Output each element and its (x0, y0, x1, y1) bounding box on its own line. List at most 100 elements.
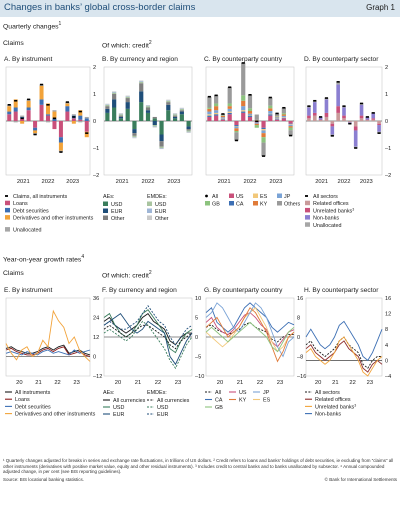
panel-a-title: A. By instrument (4, 56, 53, 63)
panel-f-line-emdes-eur (103, 305, 193, 346)
panel-a-bar-unallocated (20, 115, 25, 117)
panel-f-legend-label: USD (157, 405, 168, 411)
panel-b-bar-aes-eur (186, 126, 191, 130)
panel-a: A. By instrument 2 1 0 –1 –2 2021 2022 2023 Claim… (4, 56, 99, 234)
panel-c-bar-others (227, 87, 232, 104)
panel-e-y-tick-label: 24 (93, 316, 99, 322)
panel-f-line-emdes-usd (103, 320, 193, 370)
panel-c-bar-ky (261, 133, 266, 138)
panel-e-x-tick-label: 21 (35, 380, 41, 386)
panel-f-y-tick-label: 5 (195, 316, 198, 322)
panel-f-x-tick-label: 23 (175, 380, 181, 386)
panel-b-bar-aes-other (186, 129, 191, 131)
panel-c-bar-others (241, 62, 246, 96)
panel-c-legend-swatch (229, 193, 234, 198)
panel-a-bar-loans (84, 121, 89, 132)
panel-c-bar-jp (207, 111, 212, 115)
panel-g-x-tick-label: 23 (277, 380, 283, 386)
panel-b-bar-emdes-usd (166, 100, 171, 103)
panel-c-bar-us (288, 121, 293, 124)
panel-f-y-tick-label: 10 (195, 296, 201, 302)
panel-d-legend-label: Related offices (313, 201, 349, 207)
panel-c-bar-gb (220, 115, 226, 116)
panel-d-bar-unrelated-banks (359, 115, 364, 119)
panel-d-bar-non-banks (377, 125, 381, 132)
panel-c-bar-ca (227, 112, 232, 115)
panel-g-line-ky (205, 307, 295, 363)
panel-e-legend-label: Loans (15, 397, 30, 403)
bottom-section-title: Year-on-year growth rates4 (3, 254, 85, 264)
panel-f-title: F. By currency and region (102, 287, 177, 294)
panel-a-legend-label: Unallocated (13, 228, 41, 234)
panel-a-bar-derivatives-and-other-instruments (78, 110, 83, 116)
panel-b-bar-emdes-eur (145, 105, 151, 107)
panel-c-bar-jp (288, 124, 293, 127)
panel-b-bar-emdes-other (145, 105, 151, 106)
panel-c-bar-es (254, 119, 259, 121)
panel-d: D. By counterparty sector 2 1 0 –1 –2 2021 2022… (304, 56, 391, 229)
panel-b-bar-aes-eur (125, 102, 130, 109)
panel-a-legend-label: Debt securities (13, 208, 49, 214)
panel-a-x-tick-label: 2022 (42, 179, 55, 185)
panel-c-bar-jp (254, 122, 259, 124)
panel-c-bar-ca (247, 115, 253, 117)
panel-b-bar-emdes-usd (105, 104, 110, 107)
panel-b-bar-aes-other (152, 116, 157, 119)
panel-d-bar-unrelated-banks (371, 118, 376, 120)
panel-f-y-tick-label: –10 (195, 374, 204, 380)
panel-b-bar-aes-usd (172, 118, 178, 121)
panel-b-title: B. By currency and region (102, 56, 178, 63)
panel-g-title: G. By counterparty country (204, 287, 283, 294)
panel-d-bar-unrelated-banks (312, 112, 317, 116)
panel-d-bar-related-offices (359, 118, 364, 121)
panel-f-legend-label: EUR (113, 412, 124, 418)
panel-d-bar-related-offices (312, 115, 317, 121)
panel-c-legend-label: KY (260, 202, 268, 208)
panel-c-bar-jp (274, 117, 280, 119)
panel-e-y-tick-label: 0 (93, 355, 96, 361)
panel-b-bar-aes-usd (145, 112, 151, 121)
bottom-claims-label: Claims (3, 270, 24, 277)
panel-c-legend-label: US (236, 194, 244, 200)
panel-c-bar-ky (288, 126, 293, 128)
panel-a-bar-derivatives-and-other-instruments (20, 121, 25, 124)
panel-b-bar-emdes-eur (125, 96, 130, 97)
panel-a-legend-label: Loans (13, 201, 28, 207)
panel-b-bar-emdes-eur (172, 113, 178, 115)
panel-g-legend-label: US (239, 390, 247, 396)
panel-h-x-tick-label: 23 (367, 380, 373, 386)
panel-b-bar-aes-other (172, 115, 178, 117)
panel-h-y-tick-label: 4 (385, 343, 388, 349)
panel-b-bar-aes-other (145, 107, 151, 111)
panel-d-legend-swatch (305, 200, 310, 206)
panel-c-x-tick-label: 2022 (244, 179, 257, 185)
panel-c-bar-gb (207, 107, 212, 109)
panel-a-bar-debt-securities (78, 115, 83, 120)
panel-b-bar-emdes-usd (139, 81, 144, 84)
panel-h-y-tick-label: 12 (385, 312, 391, 318)
panel-c-bar-ca (261, 127, 266, 130)
panel-a-bar-debt-securities (45, 114, 51, 116)
panel-c-bar-ky (220, 115, 226, 118)
panel-h-line-non-banks (305, 320, 383, 362)
panel-b-bar-aes-usd (139, 102, 144, 121)
panel-c-bar-ca (241, 111, 246, 113)
panel-a-bar-loans (65, 111, 70, 121)
panel-b-bar-aes-usd (159, 121, 164, 135)
panel-d-legend-label: Unallocated (313, 223, 341, 229)
panel-b-legend-swatch (147, 215, 152, 220)
panel-f-x-tick-label: 22 (155, 380, 161, 386)
panel-d-title: D. By counterparty sector (304, 56, 379, 63)
panel-a-bar-derivatives-and-other-instruments (33, 130, 38, 134)
panel-d-bar-non-banks (324, 99, 329, 113)
panel-a-y-tick-label: –2 (93, 173, 99, 179)
panel-e-y-tick-label: –12 (93, 374, 102, 380)
panel-b-bar-aes-usd (105, 112, 110, 121)
panel-b-bar-aes-eur (112, 99, 117, 108)
panel-c-bar-others (281, 107, 286, 114)
panel-d-legend-label: Unrelated banks3 (313, 207, 354, 214)
panel-g-legend-label: JP (263, 390, 270, 396)
top-credit-label: Of which: credit2 (102, 40, 152, 50)
panel-c-bar-gb (214, 103, 219, 107)
